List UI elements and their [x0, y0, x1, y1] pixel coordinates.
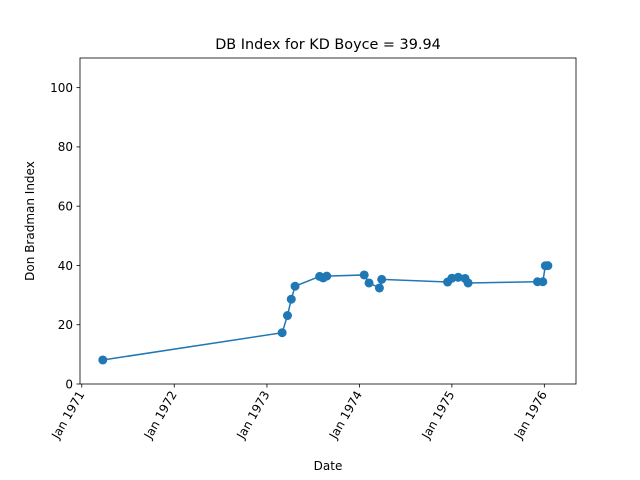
x-tick-label: Jan 1974 [326, 389, 365, 443]
data-point [453, 272, 463, 282]
x-tick-label: Jan 1976 [511, 389, 550, 443]
x-axis: Jan 1971 Jan 1972 Jan 1973 Jan 1974 Jan 1975… [48, 384, 550, 442]
x-tick-label: Jan 1971 [48, 389, 87, 443]
y-tick-label: 40 [58, 259, 73, 273]
x-tick-label: Jan 1975 [418, 389, 457, 443]
x-tick-label: Jan 1972 [141, 389, 180, 443]
y-tick-label: 80 [58, 140, 73, 154]
data-point [322, 271, 332, 281]
plot-frame [79, 57, 577, 385]
y-axis-label: Don Bradman Index [23, 161, 37, 281]
data-point [98, 355, 108, 365]
y-tick-label: 20 [58, 318, 73, 332]
data-point [290, 281, 300, 291]
x-axis-label: Date [314, 459, 343, 473]
data-point [286, 294, 296, 304]
data-point [374, 283, 384, 293]
y-tick-label: 0 [65, 377, 73, 391]
data-point [364, 278, 374, 288]
chart-title: DB Index for KD Boyce = 39.94 [215, 37, 441, 53]
x-tick-label: Jan 1973 [233, 389, 272, 443]
data-point [538, 277, 548, 287]
data-point [377, 274, 387, 284]
data-point [359, 270, 369, 280]
y-axis: 0 20 40 60 80 100 [50, 81, 80, 391]
data-point [277, 328, 287, 338]
plot-area [98, 261, 553, 365]
data-point [543, 261, 553, 271]
data-point [463, 278, 473, 288]
y-tick-label: 60 [58, 199, 73, 213]
y-tick-label: 100 [50, 81, 73, 95]
data-point [282, 311, 292, 321]
